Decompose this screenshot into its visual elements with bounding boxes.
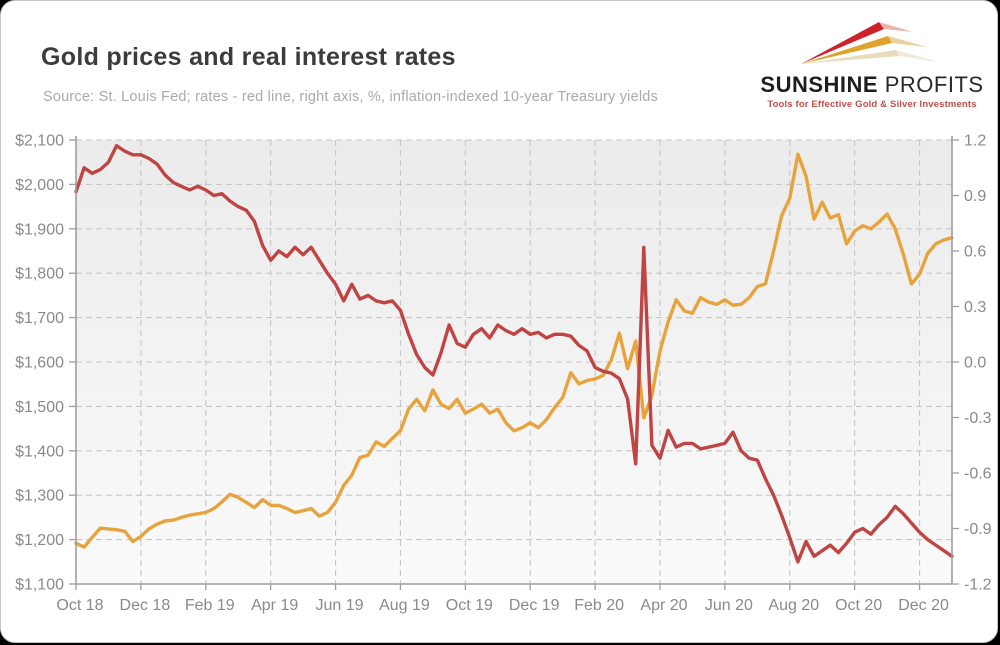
x-axis-label: Apr 20 (640, 597, 687, 614)
right-axis-label: -0.6 (964, 466, 992, 483)
right-axis-label: 0.9 (964, 188, 986, 205)
right-axis-label: 0.0 (964, 355, 986, 372)
logo-tagline: Tools for Effective Gold & Silver Invest… (767, 99, 977, 110)
x-axis-label: Oct 18 (56, 597, 103, 614)
left-axis-label: $1,700 (15, 310, 64, 327)
real-rate-line (74, 143, 954, 564)
sunshine-profits-logo: SUNSHINE PROFITS Tools for Effective Gol… (753, 13, 991, 113)
logo-arrow-red (801, 22, 884, 64)
chart-title: Gold prices and real interest rates (41, 43, 456, 71)
right-axis-label: 0.3 (964, 299, 986, 316)
axis-labels: $2,100 $2,000 $1,900 $1,800 $1,700 $1,600 $1,5… (15, 133, 992, 615)
x-axis-label: Oct 19 (446, 597, 493, 614)
logo-name-profits: PROFITS (878, 72, 984, 97)
right-axis-label: -0.9 (964, 521, 992, 538)
logo-arrows-icon (801, 22, 939, 64)
left-axis-label: $1,900 (15, 221, 64, 238)
left-axis-label: $2,000 (15, 177, 64, 194)
left-axis-label: $1,600 (15, 355, 64, 372)
x-axis-label: Feb 20 (574, 597, 624, 614)
left-axis-label: $1,200 (15, 532, 64, 549)
x-axis-label: Aug 20 (768, 597, 819, 614)
x-axis-label: Apr 19 (251, 597, 298, 614)
chart-subtitle: Source: St. Louis Fed; rates - red line,… (43, 89, 658, 105)
left-axis-label: $1,800 (15, 266, 64, 283)
right-axis-label: -0.3 (964, 410, 992, 427)
left-axis-label: $1,300 (15, 488, 64, 505)
gold-price-line (74, 152, 954, 549)
right-axis-label: 1.2 (964, 133, 986, 150)
x-axis-label: Dec 18 (120, 597, 171, 614)
gridlines (76, 139, 952, 584)
logo-arrow-gold-echo (888, 36, 927, 47)
x-axis-label: Feb 19 (185, 597, 235, 614)
x-axis-label: Dec 20 (898, 597, 949, 614)
logo-name-sunshine: SUNSHINE (760, 72, 879, 97)
right-axis-label: -1.2 (964, 577, 992, 594)
logo-name: SUNSHINE PROFITS (760, 74, 983, 96)
logo-arrow-cream (801, 50, 899, 64)
logo-arrow-cream-echo (896, 50, 939, 62)
logo-arrow-red-echo (879, 22, 913, 32)
x-axis-label: Oct 20 (835, 597, 882, 614)
x-axis-label: Jun 19 (316, 597, 364, 614)
left-axis-label: $2,100 (15, 133, 64, 150)
x-axis-label: Aug 19 (379, 597, 430, 614)
axes (75, 136, 953, 585)
left-axis-label: $1,100 (15, 577, 64, 594)
logo-arrow-gold (801, 36, 892, 64)
tick-marks (69, 139, 959, 590)
right-axis-label: 0.6 (964, 244, 986, 261)
left-axis-label: $1,400 (15, 443, 64, 460)
x-axis-label: Dec 19 (509, 597, 560, 614)
x-axis-label: Jun 20 (705, 597, 753, 614)
left-axis-label: $1,500 (15, 399, 64, 416)
